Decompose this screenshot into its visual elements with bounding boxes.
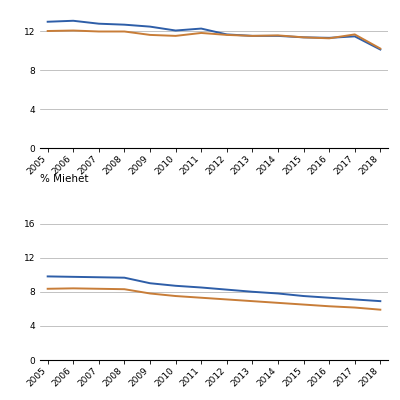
Text: % Miehet: % Miehet [40,174,88,184]
